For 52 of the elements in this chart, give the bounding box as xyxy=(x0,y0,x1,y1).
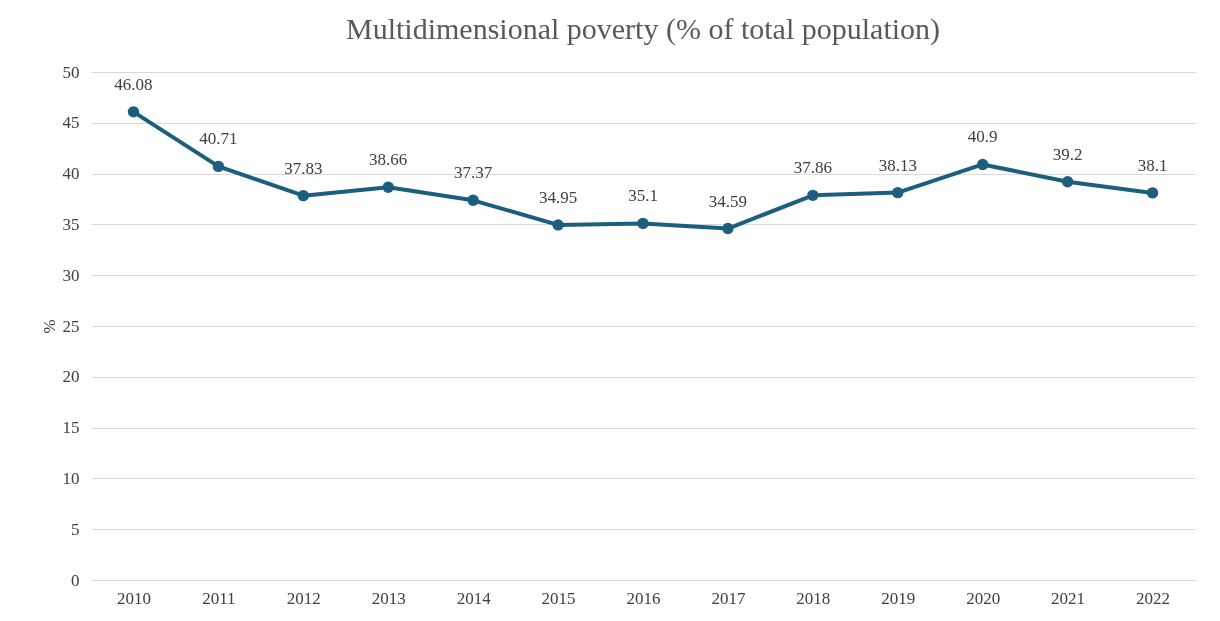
point xyxy=(892,186,904,199)
x-tick-label: 2016 xyxy=(626,588,661,608)
y-tick-label: 0 xyxy=(71,570,80,590)
x-tick-label: 2011 xyxy=(202,588,236,608)
x-tick-label: 2012 xyxy=(286,588,321,608)
x-tick-label: 2013 xyxy=(371,588,406,608)
point xyxy=(1061,176,1074,188)
y-axis-title: % xyxy=(39,319,59,334)
data-label: 38.1 xyxy=(1137,155,1168,175)
data-label: 35.1 xyxy=(628,186,658,206)
y-tick-label: 15 xyxy=(62,418,80,438)
point xyxy=(382,181,394,193)
x-tick-label: 2018 xyxy=(796,588,831,608)
y-tick-label: 30 xyxy=(62,265,80,285)
data-label: 37.86 xyxy=(793,158,832,178)
point xyxy=(807,189,819,202)
x-tick-label: 2014 xyxy=(456,588,492,608)
data-label: 40.9 xyxy=(967,127,998,147)
point xyxy=(1146,187,1159,199)
data-label: 46.08 xyxy=(114,74,153,94)
x-tick-label: 2021 xyxy=(1051,588,1086,608)
point xyxy=(637,217,649,230)
point xyxy=(467,194,479,207)
chart-title: Multidimensional poverty (% of total population) xyxy=(345,12,941,46)
y-tick-label: 50 xyxy=(62,62,80,82)
y-tick-label: 20 xyxy=(62,367,80,387)
data-label: 40.71 xyxy=(199,129,238,149)
point xyxy=(552,219,564,231)
point xyxy=(212,160,225,173)
data-label: 37.83 xyxy=(284,158,323,178)
x-tick-label: 2019 xyxy=(881,588,916,608)
y-tick-label: 35 xyxy=(62,214,80,234)
data-label: 38.66 xyxy=(369,150,408,170)
y-tick-label: 45 xyxy=(62,113,80,133)
data-label: 37.37 xyxy=(454,163,493,183)
x-tick-label: 2020 xyxy=(966,588,1001,608)
point xyxy=(297,189,310,202)
point xyxy=(127,106,140,118)
y-tick-label: 40 xyxy=(62,164,80,184)
x-tick-label: 2010 xyxy=(116,588,151,608)
data-label: 34.95 xyxy=(538,187,578,207)
y-tick-label: 10 xyxy=(62,468,80,488)
data-label: 39.2 xyxy=(1052,144,1083,164)
x-tick-label: 2022 xyxy=(1136,588,1171,608)
x-tick-label: 2015 xyxy=(541,588,576,608)
y-tick-label: 5 xyxy=(71,519,80,539)
data-label: 34.59 xyxy=(708,191,748,211)
x-tick-label: 2017 xyxy=(711,588,746,608)
data-label: 38.13 xyxy=(878,155,917,175)
point xyxy=(976,158,989,171)
point xyxy=(722,222,734,235)
y-tick-label: 25 xyxy=(62,316,80,336)
